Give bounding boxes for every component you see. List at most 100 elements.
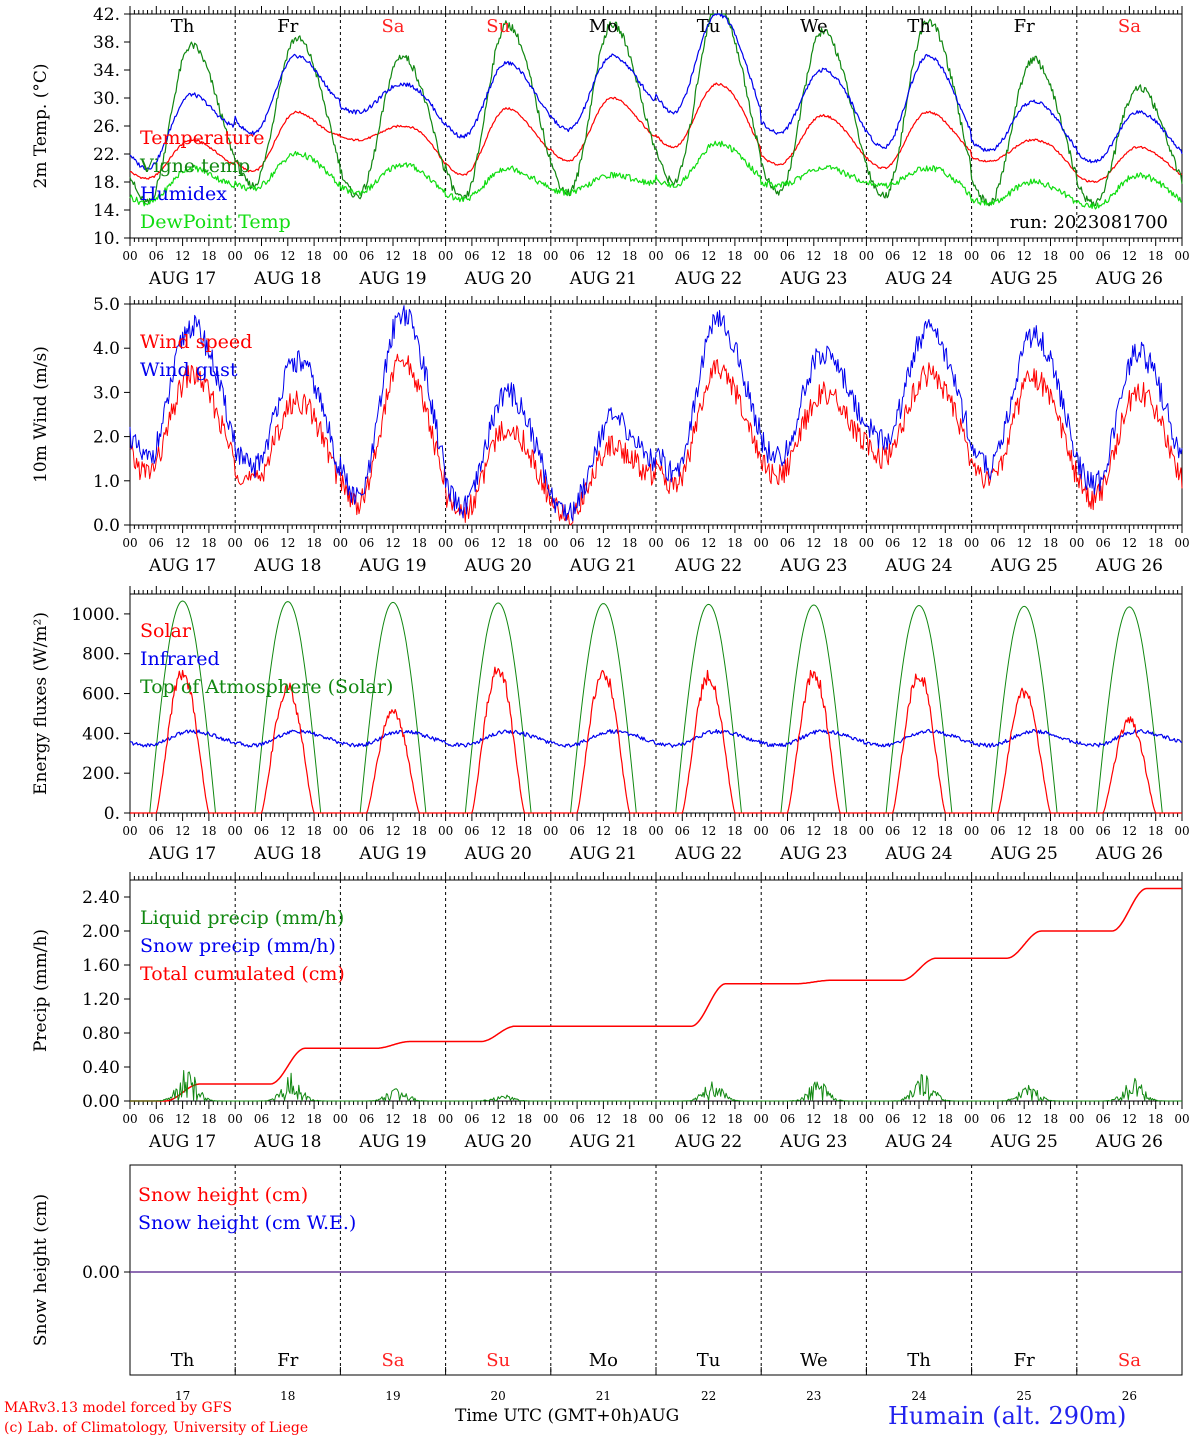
legend-entry: Vigne temp [139, 155, 250, 177]
weekday-label: Tu [697, 16, 721, 37]
y-axis-title-4: Snow height (cm) [31, 1194, 51, 1346]
date-label: AUG 22 [674, 556, 742, 576]
hour-tick-label: 12 [385, 824, 400, 838]
date-label: AUG 26 [1095, 844, 1163, 864]
weekday-label: Th [907, 1350, 931, 1371]
hour-tick-label: 06 [990, 824, 1005, 838]
hour-tick-label: 12 [806, 824, 821, 838]
hour-tick-label: 12 [596, 1112, 611, 1126]
hour-tick-label: 00 [122, 824, 137, 838]
date-label: AUG 22 [674, 269, 742, 289]
hour-tick-label: 12 [596, 824, 611, 838]
hour-tick-label: 18 [306, 1112, 321, 1126]
y-tick-label: 3.0 [93, 383, 120, 403]
day-number-label: 25 [1017, 1389, 1032, 1403]
date-label: AUG 25 [990, 1132, 1058, 1152]
hour-tick-label: 00 [754, 824, 769, 838]
hour-tick-label: 12 [175, 249, 190, 263]
temp-series-line [129, 13, 1183, 171]
hour-tick-label: 12 [806, 249, 821, 263]
hour-tick-label: 06 [464, 249, 479, 263]
temp-series-line [129, 13, 1183, 207]
hour-tick-label: 06 [885, 249, 900, 263]
hour-tick-label: 12 [491, 1112, 506, 1126]
hour-tick-label: 06 [254, 1112, 269, 1126]
y-tick-label: 1.60 [82, 956, 120, 976]
y-tick-label: 1.20 [82, 990, 120, 1010]
hour-tick-label: 00 [859, 249, 874, 263]
day-number-label: 24 [911, 1389, 927, 1403]
y-tick-label: 42. [93, 5, 120, 25]
weekday-label: Sa [381, 16, 404, 37]
date-label: AUG 23 [779, 269, 847, 289]
y-tick-label: 200. [82, 764, 120, 784]
hour-tick-label: 12 [911, 536, 926, 550]
hour-tick-label: 18 [1148, 824, 1163, 838]
weekday-label: Sa [1118, 16, 1141, 37]
hour-tick-label: 18 [1043, 249, 1058, 263]
hour-tick-label: 12 [385, 249, 400, 263]
hour-tick-label: 12 [911, 824, 926, 838]
y-tick-label: 10. [93, 229, 120, 249]
weekday-label: Th [907, 16, 931, 37]
hour-tick-label: 18 [727, 536, 742, 550]
hour-tick-label: 00 [1174, 249, 1189, 263]
y-tick-label: 14. [93, 201, 120, 221]
date-label: AUG 25 [990, 844, 1058, 864]
y-tick-label: 22. [93, 145, 120, 165]
y-tick-label: 0.00 [82, 1092, 120, 1112]
weekday-label: Fr [277, 16, 298, 37]
hour-tick-label: 06 [254, 824, 269, 838]
hour-tick-label: 00 [648, 1112, 663, 1126]
date-label: AUG 23 [779, 1132, 847, 1152]
hour-tick-label: 00 [754, 1112, 769, 1126]
hour-tick-label: 00 [438, 1112, 453, 1126]
hour-tick-label: 12 [280, 1112, 295, 1126]
y-axis-title-1: 10m Wind (m/s) [31, 346, 51, 483]
hour-tick-label: 12 [280, 536, 295, 550]
hour-tick-label: 18 [517, 1112, 532, 1126]
hour-tick-label: 12 [701, 1112, 716, 1126]
hour-tick-label: 06 [359, 249, 374, 263]
y-axis-title-2: Energy fluxes (W/m²) [31, 612, 51, 795]
date-label: AUG 19 [358, 1132, 426, 1152]
hour-tick-label: 06 [254, 249, 269, 263]
hour-tick-label: 06 [569, 1112, 584, 1126]
hour-tick-label: 06 [885, 824, 900, 838]
hour-tick-label: 12 [1122, 536, 1137, 550]
hour-tick-label: 18 [832, 824, 847, 838]
weekday-label: Fr [1014, 16, 1035, 37]
hour-tick-label: 06 [1095, 824, 1110, 838]
hour-tick-label: 18 [517, 536, 532, 550]
lab-credit: (c) Lab. of Climatology, University of L… [4, 1420, 309, 1436]
hour-tick-label: 00 [333, 824, 348, 838]
hour-tick-label: 18 [1148, 536, 1163, 550]
hour-tick-label: 18 [1043, 824, 1058, 838]
hour-tick-label: 00 [859, 1112, 874, 1126]
legend-entry: Infrared [140, 648, 220, 670]
hour-tick-label: 00 [438, 536, 453, 550]
weekday-label: Mo [589, 1350, 618, 1371]
hour-tick-label: 06 [1095, 536, 1110, 550]
hour-tick-label: 18 [622, 1112, 637, 1126]
date-label: AUG 19 [358, 556, 426, 576]
hour-tick-label: 12 [491, 249, 506, 263]
date-label: AUG 24 [884, 269, 952, 289]
date-label: AUG 19 [358, 269, 426, 289]
hour-tick-label: 00 [228, 824, 243, 838]
hour-tick-label: 06 [675, 824, 690, 838]
hour-tick-label: 00 [228, 536, 243, 550]
date-label: AUG 24 [884, 1132, 952, 1152]
temp-series-line [129, 82, 1183, 183]
hour-tick-label: 18 [201, 824, 216, 838]
hour-tick-label: 12 [806, 1112, 821, 1126]
y-tick-label: 1000. [71, 605, 120, 625]
hour-tick-label: 00 [1069, 824, 1084, 838]
date-label: AUG 26 [1095, 1132, 1163, 1152]
y-axis-title-0: 2m Temp. (°C) [31, 63, 51, 188]
hour-tick-label: 00 [543, 824, 558, 838]
hour-tick-label: 18 [517, 824, 532, 838]
hour-tick-label: 18 [1148, 1112, 1163, 1126]
hour-tick-label: 12 [280, 249, 295, 263]
